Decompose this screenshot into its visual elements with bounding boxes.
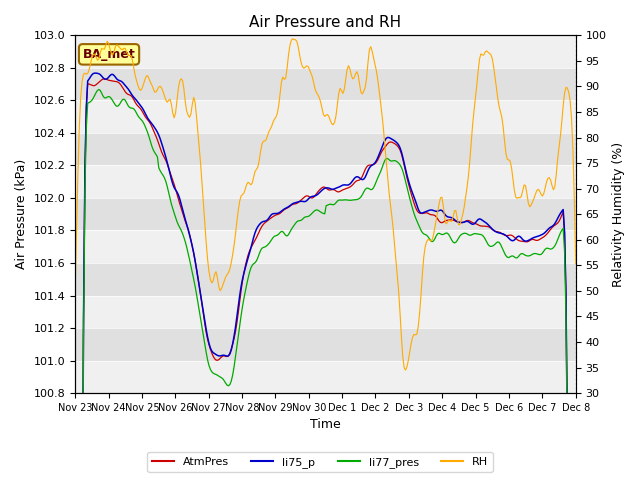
- Bar: [75, 296, 576, 328]
- Bar: [75, 100, 576, 133]
- Y-axis label: Relativity Humidity (%): Relativity Humidity (%): [612, 142, 625, 287]
- Text: BA_met: BA_met: [83, 48, 136, 61]
- Bar: [75, 36, 576, 68]
- X-axis label: Time: Time: [310, 419, 341, 432]
- Bar: [75, 166, 576, 198]
- Title: Air Pressure and RH: Air Pressure and RH: [250, 15, 401, 30]
- Y-axis label: Air Pressure (kPa): Air Pressure (kPa): [15, 159, 28, 269]
- Legend: AtmPres, li75_p, li77_pres, RH: AtmPres, li75_p, li77_pres, RH: [147, 452, 493, 472]
- Bar: [75, 230, 576, 263]
- Bar: [75, 360, 576, 393]
